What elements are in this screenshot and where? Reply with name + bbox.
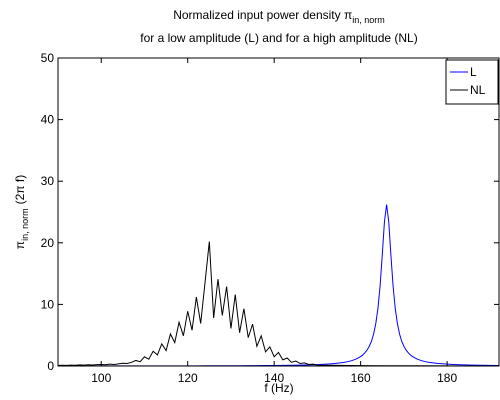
x-tick-label: 160: [351, 371, 371, 385]
legend-label: L: [470, 65, 477, 79]
x-tick-label: 120: [178, 371, 198, 385]
y-tick-label: 50: [41, 51, 55, 65]
title-subscript: in, norm: [352, 15, 385, 25]
legend-label: NL: [470, 83, 486, 97]
chart-subtitle: for a low amplitude (L) and for a high a…: [140, 31, 417, 45]
ylabel-subscript: in, norm: [20, 208, 30, 241]
ylabel-main: π: [13, 241, 27, 249]
y-tick-label: 10: [41, 297, 55, 311]
x-axis-label: f (Hz): [264, 381, 293, 395]
ylabel-suffix: (2π f): [13, 175, 27, 205]
y-tick-label: 30: [41, 174, 55, 188]
axes-box: [57, 57, 500, 367]
x-tick-label: 140: [264, 371, 284, 385]
x-tick-label: 180: [437, 371, 457, 385]
y-axis-label: πin, norm (2π f): [13, 175, 30, 249]
chart-title: Normalized input power density πin, norm: [173, 8, 385, 25]
y-tick-label: 20: [41, 236, 55, 250]
x-tick-label: 100: [91, 371, 111, 385]
y-tick-label: 0: [47, 359, 54, 373]
series-line: [58, 241, 499, 366]
y-tick-label: 40: [41, 113, 55, 127]
title-main: Normalized input power density π: [173, 8, 352, 22]
legend-box: [445, 59, 499, 105]
